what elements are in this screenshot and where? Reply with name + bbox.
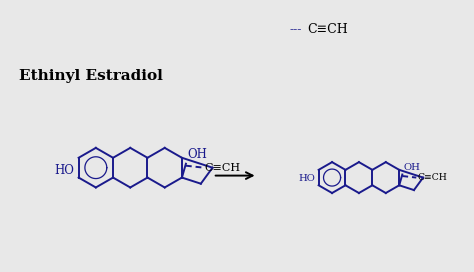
Text: HO: HO [299, 174, 316, 184]
Text: Ethinyl Estradiol: Ethinyl Estradiol [19, 69, 163, 83]
Text: OH: OH [403, 163, 420, 172]
Text: C≡CH: C≡CH [417, 173, 447, 182]
Text: ---: --- [290, 23, 302, 36]
Text: C≡CH: C≡CH [205, 163, 241, 173]
Text: HO: HO [55, 164, 74, 177]
Text: OH: OH [187, 148, 207, 161]
Text: C≡CH: C≡CH [308, 23, 348, 36]
